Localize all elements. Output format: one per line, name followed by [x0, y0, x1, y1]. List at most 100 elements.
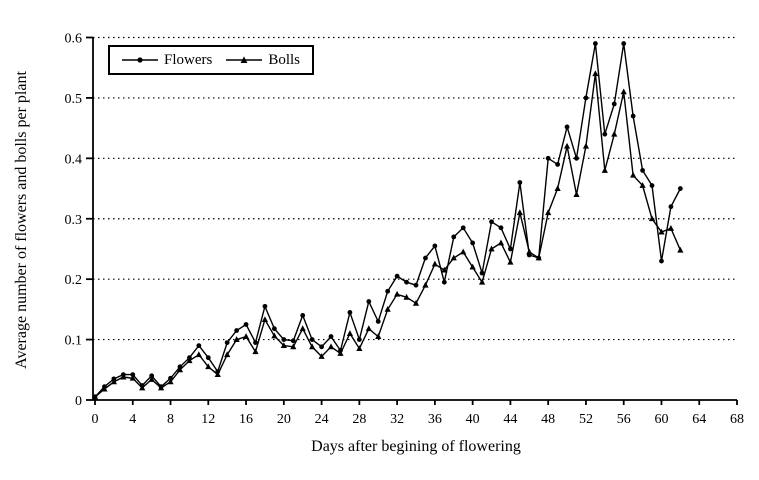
data-point-bolls — [592, 70, 599, 77]
data-point-bolls — [478, 278, 486, 285]
data-point-flowers — [347, 309, 353, 315]
data-point-flowers — [441, 279, 447, 285]
x-tick-label: 12 — [201, 412, 215, 427]
data-point-flowers — [517, 180, 523, 185]
data-point-flowers — [630, 113, 636, 119]
data-point-bolls — [573, 191, 580, 197]
data-point-bolls — [469, 263, 476, 270]
y-tick-label: 0.3 — [65, 213, 83, 228]
data-point-bolls — [167, 378, 174, 385]
data-point-flowers — [224, 340, 230, 346]
data-point-flowers — [234, 328, 240, 333]
data-point-flowers — [668, 204, 674, 210]
legend-label-flowers: Flowers — [164, 51, 213, 68]
y-axis-title: Average number of flowers and bolls per … — [13, 71, 30, 369]
data-point-flowers — [290, 338, 296, 344]
y-tick-label: 0.4 — [65, 152, 83, 167]
data-point-bolls — [176, 366, 184, 373]
x-tick-label: 24 — [315, 412, 329, 427]
x-tick-label: 28 — [352, 412, 366, 427]
data-point-bolls — [299, 325, 306, 332]
x-tick-label: 36 — [428, 412, 442, 427]
data-point-flowers — [149, 373, 155, 379]
series-line-bolls — [94, 73, 682, 398]
data-point-bolls — [422, 281, 429, 288]
data-point-flowers — [574, 155, 579, 161]
data-point-flowers — [319, 344, 324, 350]
data-point-bolls — [224, 351, 231, 358]
data-point-flowers — [243, 322, 249, 327]
y-tick-label: 0.5 — [65, 92, 83, 107]
data-point-bolls — [290, 343, 297, 350]
data-point-bolls — [309, 343, 316, 350]
data-point-bolls — [648, 215, 656, 222]
data-point-bolls — [337, 350, 344, 356]
data-point-bolls — [365, 325, 372, 332]
data-point-bolls — [677, 246, 684, 253]
legend-item-bolls: Bolls — [226, 52, 300, 69]
data-point-bolls — [318, 353, 325, 359]
data-point-bolls — [394, 290, 401, 297]
data-point-flowers — [489, 219, 494, 225]
x-tick-label: 40 — [466, 412, 480, 427]
data-point-flowers — [309, 337, 315, 342]
data-point-bolls — [611, 130, 618, 137]
data-point-flowers — [130, 372, 136, 378]
flowers-marker-icon — [122, 57, 158, 63]
x-tick-label: 52 — [579, 412, 593, 427]
data-point-flowers — [356, 337, 362, 342]
data-point-flowers — [470, 240, 476, 246]
data-point-bolls — [601, 167, 608, 173]
data-point-bolls — [91, 393, 99, 400]
data-point-bolls — [460, 248, 467, 255]
data-point-bolls — [658, 228, 665, 235]
data-point-flowers — [649, 183, 655, 188]
data-point-flowers — [262, 303, 268, 309]
legend: Flowers Bolls — [108, 45, 315, 75]
x-tick-label: 68 — [730, 412, 744, 427]
data-point-flowers — [460, 225, 466, 231]
data-point-bolls — [554, 185, 561, 191]
data-point-bolls — [110, 378, 117, 385]
data-point-bolls — [233, 336, 240, 342]
data-point-bolls — [214, 371, 221, 378]
data-point-flowers — [375, 319, 381, 324]
data-point-flowers — [451, 234, 457, 240]
data-point-bolls — [412, 299, 420, 306]
x-tick-label: 20 — [277, 412, 291, 427]
data-point-flowers — [621, 41, 627, 46]
data-point-bolls — [346, 330, 354, 336]
data-point-bolls — [582, 142, 590, 149]
x-tick-label: 16 — [239, 412, 253, 427]
data-point-flowers — [423, 255, 428, 261]
data-point-bolls — [630, 171, 637, 178]
data-point-bolls — [101, 385, 108, 392]
data-point-flowers — [677, 186, 683, 191]
data-point-flowers — [300, 313, 306, 318]
x-tick-label: 32 — [390, 412, 404, 427]
data-point-bolls — [157, 384, 165, 391]
data-point-bolls — [261, 316, 269, 323]
data-point-bolls — [148, 376, 155, 382]
data-point-bolls — [403, 293, 410, 300]
data-point-flowers — [366, 299, 372, 304]
data-point-flowers — [640, 168, 645, 173]
data-point-bolls — [507, 258, 514, 265]
data-point-flowers — [564, 124, 570, 130]
data-point-bolls — [129, 374, 136, 381]
data-point-flowers — [432, 243, 438, 249]
data-point-bolls — [375, 333, 382, 339]
data-point-bolls — [384, 305, 391, 312]
data-point-bolls — [271, 332, 278, 339]
data-point-flowers — [508, 246, 513, 252]
data-point-bolls — [563, 142, 571, 149]
data-point-bolls — [639, 182, 646, 188]
data-point-bolls — [667, 225, 675, 231]
data-point-bolls — [356, 345, 363, 352]
data-point-bolls — [620, 88, 627, 95]
data-point-bolls — [186, 357, 193, 364]
data-point-bolls — [280, 342, 287, 349]
x-tick-label: 56 — [617, 412, 631, 427]
data-point-flowers — [413, 282, 419, 288]
x-tick-label: 60 — [654, 412, 668, 427]
